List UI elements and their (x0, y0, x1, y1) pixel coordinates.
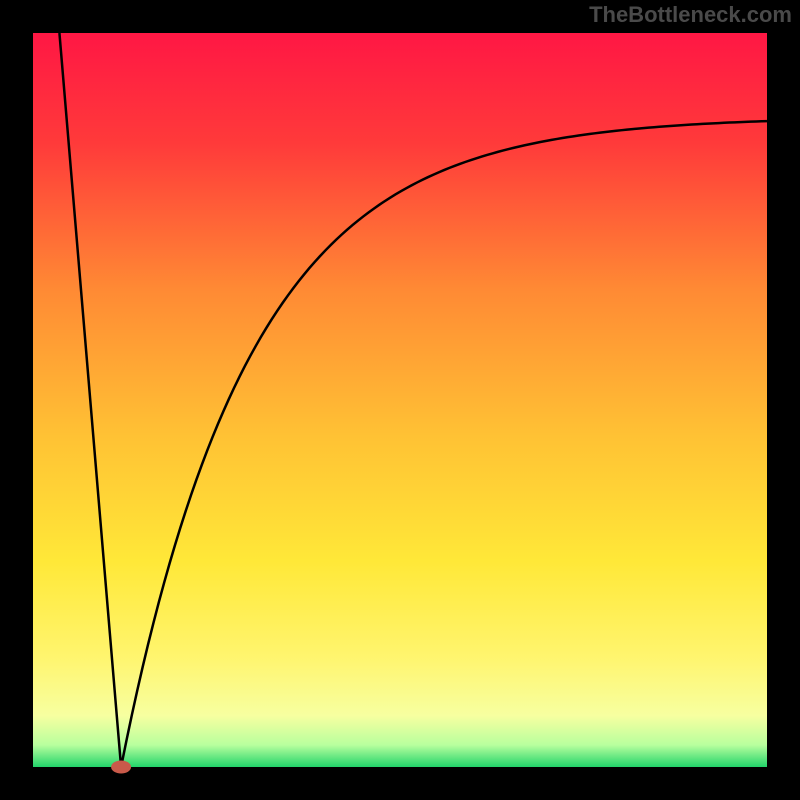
chart-svg (0, 0, 800, 800)
watermark-text: TheBottleneck.com (589, 2, 792, 28)
optimal-point-marker (111, 761, 131, 774)
heatmap-background (33, 33, 767, 767)
bottleneck-chart (0, 0, 800, 800)
